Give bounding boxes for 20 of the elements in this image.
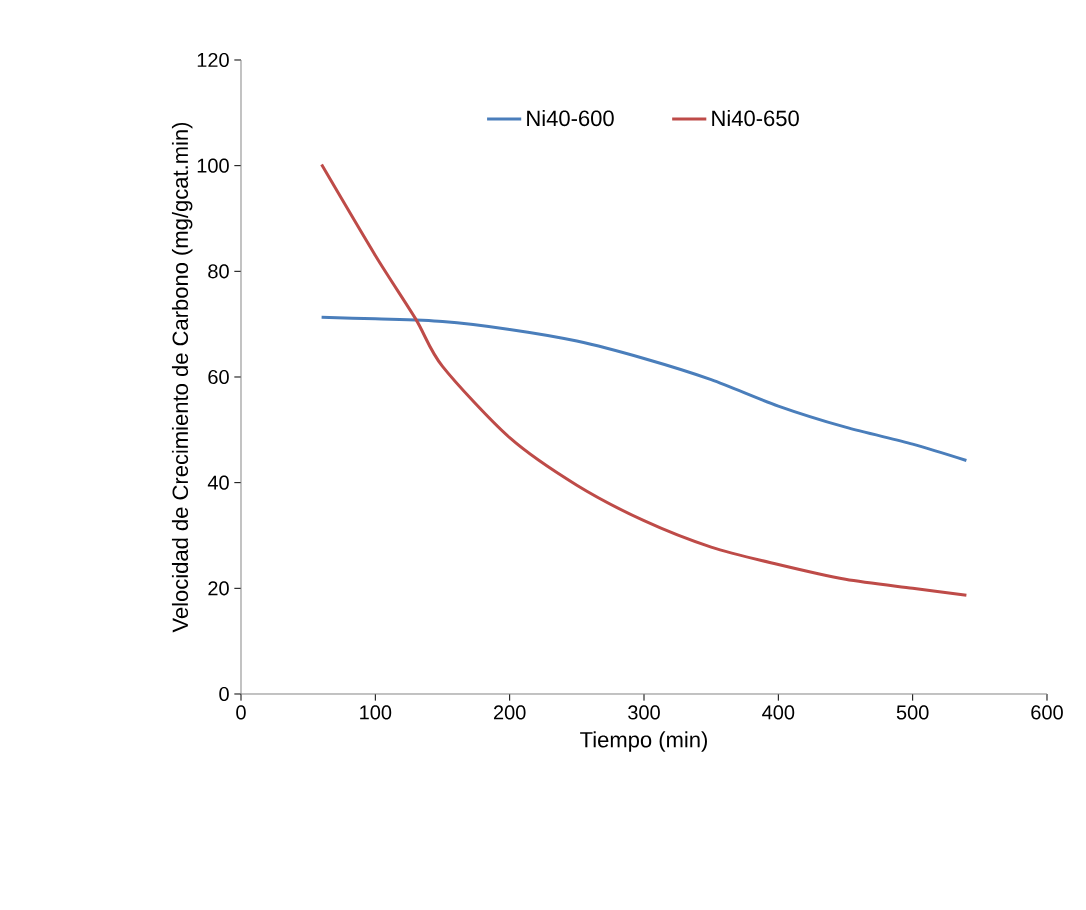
legend-label: Ni40-600: [527, 109, 614, 127]
y-tick-label: 120: [197, 52, 229, 68]
y-axis-title: Velocidad de Crecimiento de Carbono (mg/gcat.min): [171, 122, 193, 633]
x-tick-label: 200: [493, 705, 526, 720]
y-tick-label: 100: [197, 158, 229, 173]
x-tick-label: 600: [1031, 705, 1063, 720]
y-tick-label: 60: [208, 369, 229, 385]
x-tick-label: 100: [360, 705, 392, 720]
x-tick-label: 500: [896, 705, 929, 720]
y-tick-label: 20: [208, 581, 229, 596]
x-tick-label: 400: [762, 705, 795, 720]
line-series: [320, 163, 968, 597]
y-tick-label: 80: [208, 264, 229, 279]
x-axis-title: Tiempo (min): [580, 731, 707, 752]
y-tick-label: 40: [207, 475, 229, 490]
x-tick-label: 300: [628, 705, 660, 720]
legend-label: Ni40-650: [712, 109, 799, 127]
x-tick-label: 0: [236, 705, 246, 720]
y-tick-label: 0: [219, 686, 229, 702]
line-series: [320, 315, 968, 462]
